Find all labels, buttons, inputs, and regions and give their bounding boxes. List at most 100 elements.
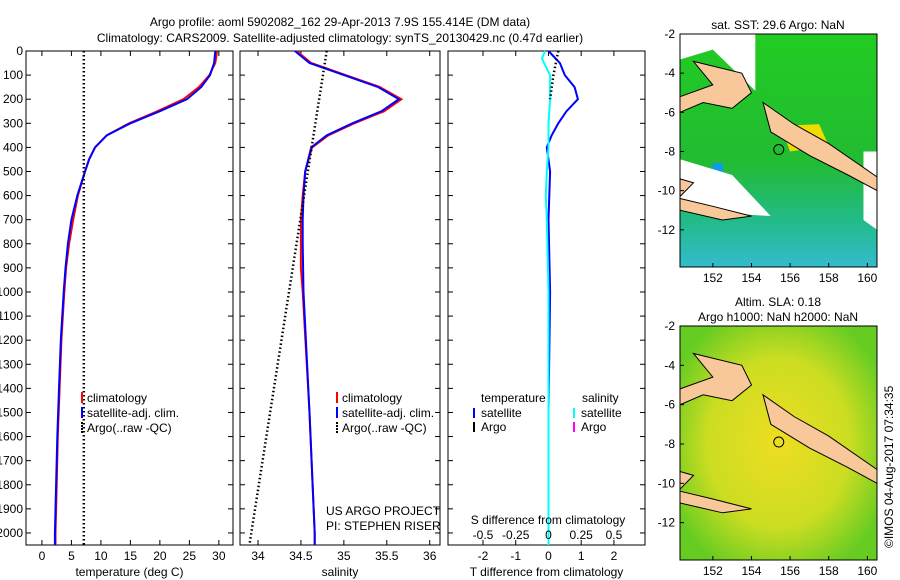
panel-difference: -2 -1 0 1 2 T difference from climatology temp… [447, 50, 646, 579]
x-tick-label: -2 [478, 549, 489, 563]
lon-tick-label: 154 [741, 271, 761, 285]
project-annotation: US ARGO PROJECT [326, 504, 441, 518]
legend-label: climatology [342, 391, 402, 405]
x-tick-label: 0 [39, 549, 46, 563]
no-data-area [680, 34, 756, 91]
y-tick-label: 1000 [0, 285, 23, 299]
legend-label: satellite-adj. clim. [87, 406, 179, 420]
series-satellite-adj-clim- [53, 50, 217, 545]
legend-label: Argo(..raw -QC) [342, 421, 427, 435]
x-tick-label: 34.5 [289, 549, 313, 563]
land-coastline [679, 352, 753, 406]
x2-tick-label: 0 [545, 528, 552, 542]
plot-frame [239, 50, 441, 546]
y-tick-label: 700 [3, 213, 23, 227]
legend-label: satellite-adj. clim. [342, 406, 434, 420]
lat-tick-label: -12 [658, 516, 676, 530]
x-tick-label: -1 [510, 549, 521, 563]
legend-label: climatology [87, 391, 147, 405]
map-title: Altim. SLA: 0.18 [735, 295, 821, 309]
panel-temperature: 0 5 10 15 20 25 300100200300400500600700800900… [0, 44, 234, 579]
y-tick-label: 1500 [0, 405, 23, 419]
lon-tick-label: 154 [741, 564, 761, 578]
map-frame [679, 325, 878, 561]
lat-tick-label: -8 [664, 144, 675, 158]
x2-axis-label: S difference from climatology [471, 513, 626, 527]
sla-map: 152 154 156 158 160 -2 -4 -6 -8 -10 -12 Altim. SLA:… [658, 295, 878, 578]
no-data-area [680, 159, 771, 217]
series-t-satellite [545, 50, 580, 545]
lat-tick-label: -2 [664, 27, 675, 41]
y-tick-label: 1600 [0, 430, 23, 444]
legend-label: Argo [481, 420, 507, 434]
map-title: sat. SST: 29.6 Argo: NaN [711, 18, 844, 32]
series-argo-raw-qc- [248, 50, 328, 546]
lat-tick-label: -6 [664, 398, 675, 412]
y-tick-label: 1800 [0, 478, 23, 492]
y-tick-label: 300 [3, 116, 23, 130]
plot-frame [447, 50, 646, 546]
x2-tick-label: 0.25 [570, 528, 594, 542]
title-line-2: Climatology: CARS2009. Satellite-adjuste… [97, 31, 583, 45]
x-axis-label: T difference from climatology [470, 565, 624, 579]
x2-tick-label: -0.25 [502, 528, 530, 542]
lon-tick-label: 158 [819, 271, 839, 285]
map-title: Argo h1000: NaN h2000: NaN [698, 310, 858, 324]
map-frame [679, 33, 878, 268]
y-tick-label: 200 [3, 92, 23, 106]
argo-position-marker [773, 436, 785, 448]
lat-tick-label: -8 [664, 437, 675, 451]
y-tick-label: 1400 [0, 381, 23, 395]
cool-cell [712, 163, 723, 174]
y-tick-label: 1100 [0, 309, 23, 323]
series-s-satellite-x4-scale-t-units- [540, 50, 552, 545]
lat-tick-label: -6 [664, 105, 675, 119]
project-annotation: PI: STEPHEN RISER [326, 519, 441, 533]
y-tick-label: 1300 [0, 357, 23, 371]
y-tick-label: 900 [3, 261, 23, 275]
x-axis-label: temperature (deg C) [75, 565, 183, 579]
x-tick-label: 25 [183, 549, 197, 563]
lat-tick-label: -10 [658, 184, 676, 198]
lat-tick-label: -2 [664, 319, 675, 333]
legend-title-temperature: temperature [481, 391, 546, 405]
y-tick-label: 400 [3, 140, 23, 154]
series-climatology [54, 50, 219, 545]
x-tick-label: 30 [212, 549, 226, 563]
lon-tick-label: 160 [857, 564, 877, 578]
x-tick-label: 35.5 [375, 549, 399, 563]
y-tick-label: 0 [16, 44, 23, 58]
y-tick-label: 1900 [0, 502, 23, 516]
sst-map: 152 154 156 158 160 -2 -4 -6 -8 -10 -12 sat. SST: 2… [658, 18, 878, 285]
lat-tick-label: -4 [664, 358, 675, 372]
watermark: ©IMOS 04-Aug-2017 07:34:35 [882, 385, 896, 548]
lat-tick-label: -4 [664, 66, 675, 80]
land-coastline [679, 60, 753, 114]
lon-tick-label: 156 [780, 271, 800, 285]
y-tick-label: 500 [3, 164, 23, 178]
title-line-1: Argo profile: aoml 5902082_162 29-Apr-20… [150, 15, 530, 29]
lat-tick-label: -12 [658, 223, 676, 237]
x-tick-label: 10 [94, 549, 108, 563]
x-tick-label: 36 [423, 549, 437, 563]
lon-tick-label: 158 [819, 564, 839, 578]
lon-tick-label: 160 [857, 271, 877, 285]
x-axis-label: salinity [322, 565, 359, 579]
y-tick-label: 1200 [0, 333, 23, 347]
series-t-argo [548, 50, 560, 100]
x-tick-label: 0 [545, 549, 552, 563]
no-data-area [863, 151, 877, 230]
legend-label: satellite [481, 406, 522, 420]
lon-tick-label: 156 [780, 564, 800, 578]
lon-tick-label: 152 [703, 271, 723, 285]
x-tick-label: 20 [153, 549, 167, 563]
y-tick-label: 1700 [0, 454, 23, 468]
y-tick-label: 2000 [0, 526, 23, 540]
plot-frame [25, 50, 234, 546]
x-tick-label: 5 [68, 549, 75, 563]
series-satellite-adj-clim- [294, 50, 401, 545]
legend-title-salinity: salinity [582, 391, 619, 405]
x-tick-label: 2 [611, 549, 618, 563]
